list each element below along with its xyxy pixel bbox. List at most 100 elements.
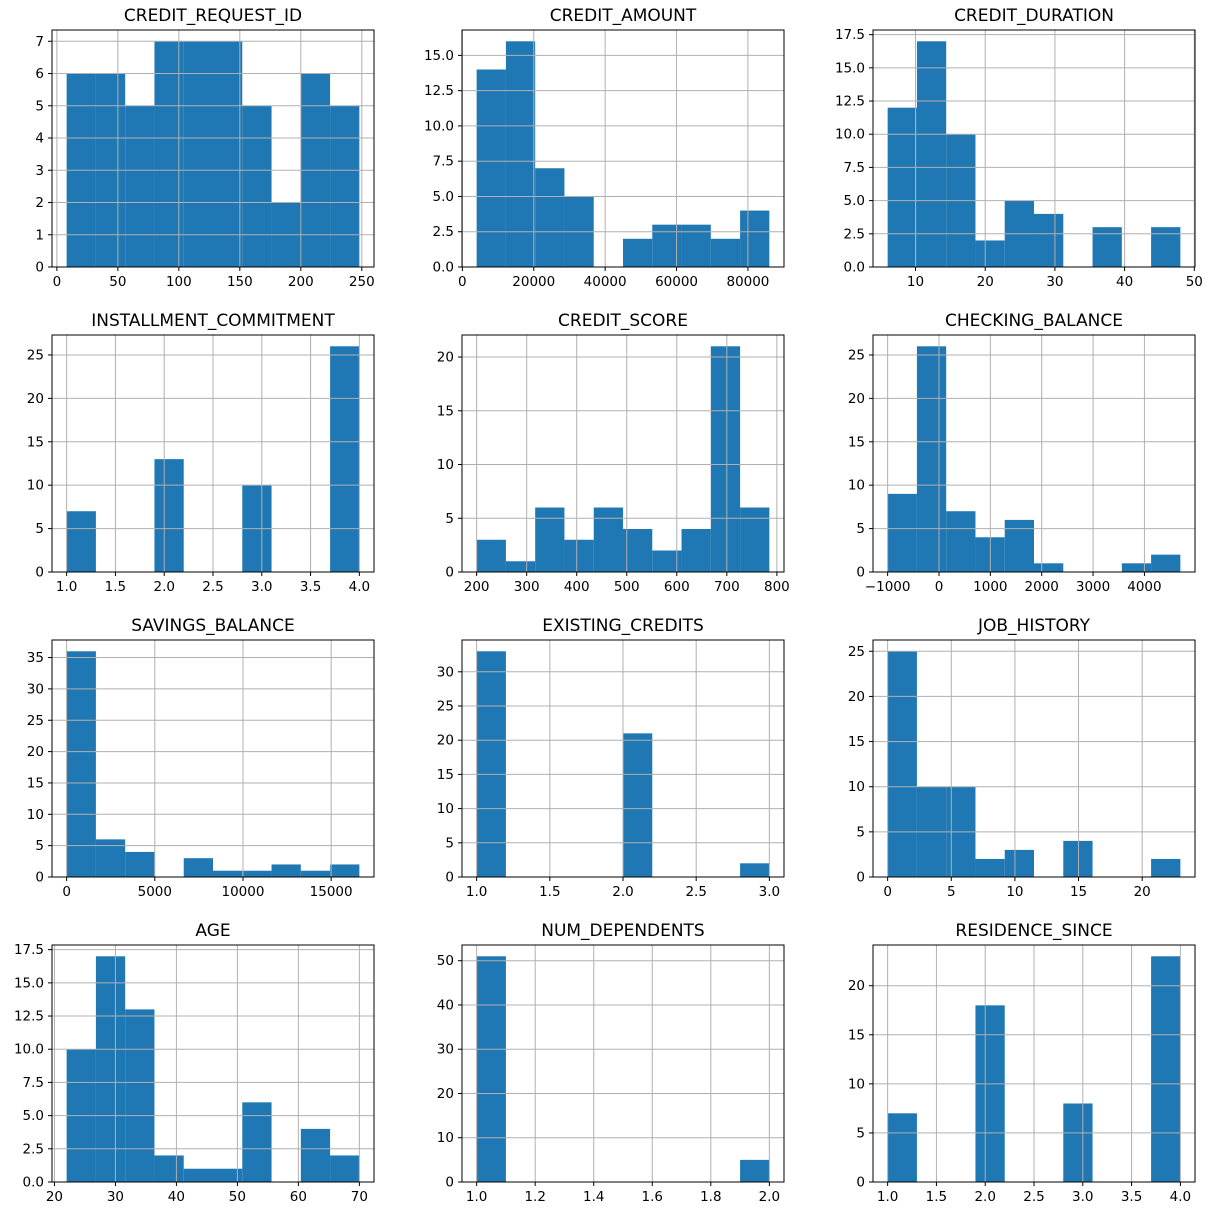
tick-marks <box>458 54 749 271</box>
subplot-existing-credits: 1.0 1.5 2.0 2.5 3.0 0 5 10 15 20 25 30 EXISTING_CRED… <box>437 616 785 900</box>
axes-frame <box>872 334 1196 573</box>
x-tick-label: 20 <box>976 274 993 290</box>
x-tick-label: 0 <box>883 884 892 900</box>
x-tick-label: 50 <box>109 274 126 290</box>
axes-background <box>51 640 374 877</box>
y-tick-label: 15 <box>437 767 454 783</box>
x-tick-label: 3.0 <box>759 884 780 900</box>
gridlines <box>462 945 785 1183</box>
y-tick-label: 3 <box>35 163 44 179</box>
gridlines <box>51 335 374 573</box>
x-tick-label: 300 <box>514 579 540 595</box>
subplot-installment-commitment: 1.0 1.5 2.0 2.5 3.0 3.5 4.0 0 5 10 15 20 25 INSTALLME… <box>27 311 375 595</box>
y-tick-label: 15 <box>847 1027 864 1043</box>
tick-labels: 1.0 1.5 2.0 2.5 3.0 0 5 10 15 20 25 30 <box>437 664 780 900</box>
y-tick-label: 7 <box>35 34 44 50</box>
histogram-bar <box>125 851 155 877</box>
tick-labels: 1.0 1.5 2.0 2.5 3.0 3.5 4.0 0 5 10 15 20 25 <box>27 347 370 595</box>
subplot-cell-existing-credits: 1.0 1.5 2.0 2.5 3.0 0 5 10 15 20 25 30 EXISTING_CRED… <box>410 610 820 915</box>
histogram-bars <box>476 956 770 1182</box>
x-tick-label: 50 <box>229 1189 246 1205</box>
histogram-bar <box>623 733 653 877</box>
tick-marks <box>458 671 771 881</box>
x-tick-label: 1.8 <box>700 1189 721 1205</box>
x-tick-label: 2.5 <box>686 884 707 900</box>
y-tick-label: 10.0 <box>14 1042 44 1058</box>
histogram-bar <box>330 864 360 877</box>
subplot-title: SAVINGS_BALANCE <box>131 616 294 636</box>
subplot-cell-age: 20 30 40 50 60 70 0.0 2.5 5.0 7.5 10.0 12.5 15.0 17.5… <box>0 915 410 1220</box>
y-tick-label: 12.5 <box>424 83 454 99</box>
subplot-savings-balance: 0 5000 10000 15000 0 5 10 15 20 25 30 35 SAVINGS_BAL… <box>27 616 375 900</box>
tick-marks <box>47 40 363 271</box>
x-tick-label: 0 <box>458 274 467 290</box>
tick-marks <box>868 985 1181 1186</box>
x-tick-label: 30 <box>107 1189 124 1205</box>
y-tick-label: 15 <box>847 434 864 450</box>
y-tick-label: 7.5 <box>433 154 454 170</box>
histogram-bar <box>476 69 507 267</box>
histogram-bar <box>975 858 1005 877</box>
x-tick-label: 2.5 <box>1023 1189 1044 1205</box>
y-tick-label: 20 <box>27 744 44 760</box>
x-tick-label: 1.6 <box>642 1189 663 1205</box>
subplot-cell-residence-since: 1.0 1.5 2.0 2.5 3.0 3.5 4.0 0 5 10 15 20 RESIDENCE_S… <box>821 915 1231 1220</box>
histogram-bar <box>652 550 682 572</box>
x-tick-label: 200 <box>464 579 490 595</box>
histogram-bar <box>506 41 536 268</box>
axes-frame <box>461 29 785 268</box>
axes-frame <box>51 29 375 268</box>
y-tick-label: 0 <box>856 565 865 581</box>
histogram-bar <box>623 529 653 572</box>
x-tick-label: 2000 <box>1024 579 1058 595</box>
x-tick-label: 2.0 <box>759 1189 780 1205</box>
tick-labels: 20 30 40 50 60 70 0.0 2.5 5.0 7.5 10.0 12.5 15.0 17.5 <box>14 942 368 1205</box>
x-tick-label: 20 <box>1133 884 1150 900</box>
x-tick-label: 30 <box>1046 274 1063 290</box>
y-tick-label: 15 <box>847 734 864 750</box>
subplot-cell-credit-score: 200 300 400 500 600 700 800 0 5 10 15 20 CREDIT_SCOR… <box>410 305 820 610</box>
tick-labels: 10 20 30 40 50 0.0 2.5 5.0 7.5 10.0 12.5 15.0 17.5 <box>835 27 1203 290</box>
histogram-bar <box>212 41 243 268</box>
tick-labels: 1.0 1.2 1.4 1.6 1.8 2.0 0 10 20 30 40 50 <box>437 953 780 1205</box>
y-tick-label: 17.5 <box>14 942 44 958</box>
y-tick-label: 20 <box>27 391 44 407</box>
subplot-cell-checking-balance: −1000 0 1000 2000 3000 4000 0 5 10 15 20 25 CHECKING… <box>821 305 1231 610</box>
x-tick-label: 1.5 <box>539 884 560 900</box>
tick-marks <box>458 356 778 576</box>
y-tick-label: 7.5 <box>23 1075 44 1091</box>
histogram-bar <box>476 651 507 877</box>
histogram-bar <box>95 839 126 877</box>
y-tick-label: 40 <box>437 997 454 1013</box>
y-tick-label: 15 <box>27 775 44 791</box>
histogram-bar <box>1150 554 1181 572</box>
histogram-bar <box>887 1113 917 1182</box>
histogram-bar <box>154 459 184 572</box>
x-tick-label: 3.0 <box>251 579 272 595</box>
axes-frame <box>461 334 785 573</box>
histogram-bar <box>1062 1103 1093 1182</box>
histogram-bar <box>1150 227 1181 267</box>
y-tick-label: 12.5 <box>835 94 865 110</box>
histogram-bar <box>740 1159 770 1182</box>
histogram-bar <box>623 238 653 267</box>
x-tick-label: 1.0 <box>466 884 487 900</box>
x-tick-label: 70 <box>351 1189 368 1205</box>
y-tick-label: 25 <box>847 347 864 363</box>
x-tick-label: 10 <box>907 274 924 290</box>
histogram-bar <box>183 1168 213 1182</box>
x-tick-label: 1.5 <box>105 579 126 595</box>
y-tick-label: 15.0 <box>835 60 865 76</box>
y-tick-label: 0 <box>446 565 455 581</box>
subplot-title: JOB_HISTORY <box>977 616 1091 636</box>
subplot-credit-request-id: 0 50 100 150 200 250 0 1 2 3 4 5 6 7 CREDIT_REQUEST_ID <box>35 6 375 290</box>
histogram-bar <box>594 507 624 572</box>
y-tick-label: 15.0 <box>424 48 454 64</box>
y-tick-label: 5.0 <box>23 1108 44 1124</box>
x-tick-label: 3.0 <box>1072 1189 1093 1205</box>
tick-marks <box>47 949 360 1186</box>
histogram-bar <box>1150 858 1181 877</box>
x-tick-label: 0 <box>62 884 71 900</box>
y-tick-label: 2 <box>35 195 44 211</box>
y-tick-label: 15 <box>437 403 454 419</box>
